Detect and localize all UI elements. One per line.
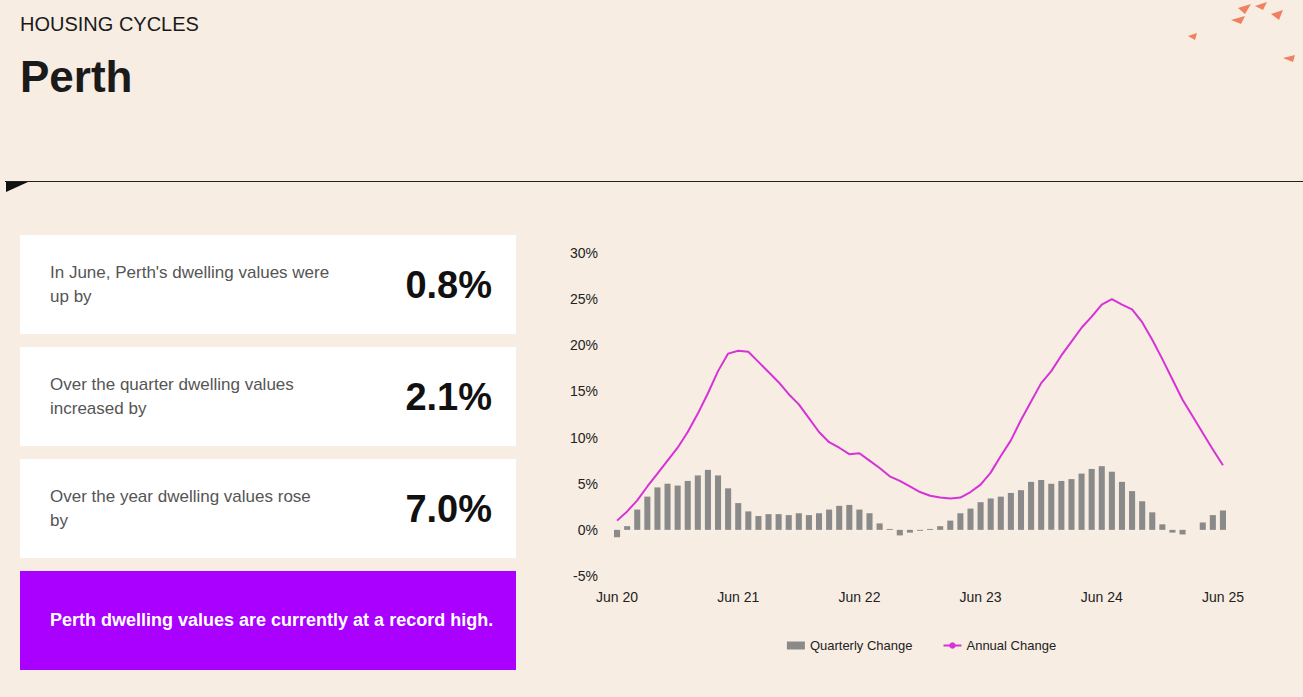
html-text:7.0%: 7.0%	[405, 487, 492, 529]
svg-text:Jun 21: Jun 21	[717, 589, 759, 605]
html-text:2.1%: 2.1%	[405, 375, 492, 417]
svg-text:-5%: -5%	[573, 568, 598, 584]
html-text:HOUSING CYCLES: HOUSING CYCLES	[20, 13, 199, 35]
svg-text:Jun 23: Jun 23	[960, 589, 1002, 605]
svg-text:30%: 30%	[570, 245, 598, 261]
svg-text:Jun 25: Jun 25	[1202, 589, 1244, 605]
svg-text:15%: 15%	[570, 383, 598, 399]
svg-text:Jun 24: Jun 24	[1081, 589, 1123, 605]
svg-text:5%: 5%	[578, 476, 598, 492]
html-text:Over the year dwelling values: Over the year dwelling values rose by	[50, 486, 311, 530]
svg-text:Quarterly Change: Quarterly Change	[810, 638, 913, 653]
svg-text:20%: 20%	[570, 337, 598, 353]
html-text:In June, Perth's dwelling valu: In June, Perth's dwelling values were up…	[50, 262, 330, 306]
svg-text:0%: 0%	[578, 522, 598, 538]
svg-text:Annual Change: Annual Change	[966, 638, 1056, 653]
html-text:Over the quarter dwelling valu: Over the quarter dwelling values increas…	[50, 374, 294, 418]
html-text:Perth: Perth	[20, 52, 133, 101]
html-text:0.8%: 0.8%	[405, 263, 492, 305]
svg-text:Jun 22: Jun 22	[838, 589, 880, 605]
html-text:Perth dwelling values are curr: Perth dwelling values are currently at a…	[50, 610, 494, 630]
svg-text:Jun 20: Jun 20	[596, 589, 638, 605]
svg-text:10%: 10%	[570, 430, 598, 446]
svg-text:25%: 25%	[570, 291, 598, 307]
